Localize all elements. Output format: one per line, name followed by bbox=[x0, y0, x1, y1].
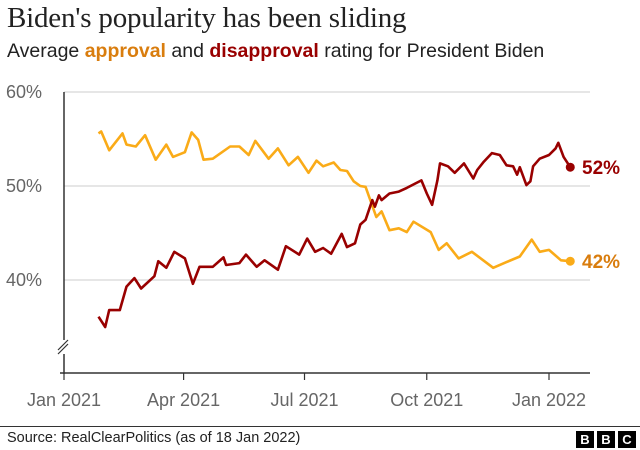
legend-approval: approval bbox=[84, 40, 166, 62]
line-chart: 60% 50% 40% Jan 2021 Apr 2021 Jul 2021 Oct 20… bbox=[6, 82, 620, 410]
x-tick-label: Apr 2021 bbox=[147, 390, 220, 410]
subtitle-post: rating for President Biden bbox=[318, 40, 545, 62]
axis-break-mark bbox=[57, 339, 69, 351]
x-axis: Jan 2021 Apr 2021 Jul 2021 Oct 2021 Jan 2022 bbox=[27, 372, 590, 410]
series-line-disapproval bbox=[97, 141, 572, 329]
y-tick-label: 60% bbox=[6, 82, 42, 102]
series-line-approval bbox=[97, 130, 571, 270]
x-tick-label: Jan 2022 bbox=[512, 390, 586, 410]
end-point-approval bbox=[565, 256, 575, 266]
x-tick-label: Oct 2021 bbox=[390, 390, 463, 410]
x-tick-label: Jan 2021 bbox=[27, 390, 101, 410]
end-label-disapproval: 52% bbox=[582, 158, 620, 179]
end-point-disapproval bbox=[565, 162, 575, 172]
x-tick-label: Jul 2021 bbox=[270, 390, 338, 410]
y-tick-label: 40% bbox=[6, 270, 42, 290]
source-note: Source: RealClearPolitics (as of 18 Jan … bbox=[7, 430, 301, 446]
logo-letter: B bbox=[597, 431, 615, 448]
y-axis: 60% 50% 40% bbox=[6, 82, 69, 374]
axis-break-mark bbox=[57, 343, 69, 355]
end-label-approval: 42% bbox=[582, 252, 620, 273]
y-tick-label: 50% bbox=[6, 176, 42, 196]
logo-letter: C bbox=[618, 431, 636, 448]
logo-letter: B bbox=[576, 431, 594, 448]
bbc-logo: B B C bbox=[576, 431, 636, 448]
chart-subtitle: Average approval and disapproval rating … bbox=[7, 40, 544, 63]
series-lines: 42% 52% bbox=[97, 130, 620, 329]
legend-disapproval: disapproval bbox=[209, 40, 319, 62]
footer-divider bbox=[0, 426, 640, 427]
subtitle-pre: Average bbox=[7, 40, 85, 62]
subtitle-mid: and bbox=[165, 40, 210, 62]
chart-title: Biden's popularity has been sliding bbox=[7, 2, 407, 34]
